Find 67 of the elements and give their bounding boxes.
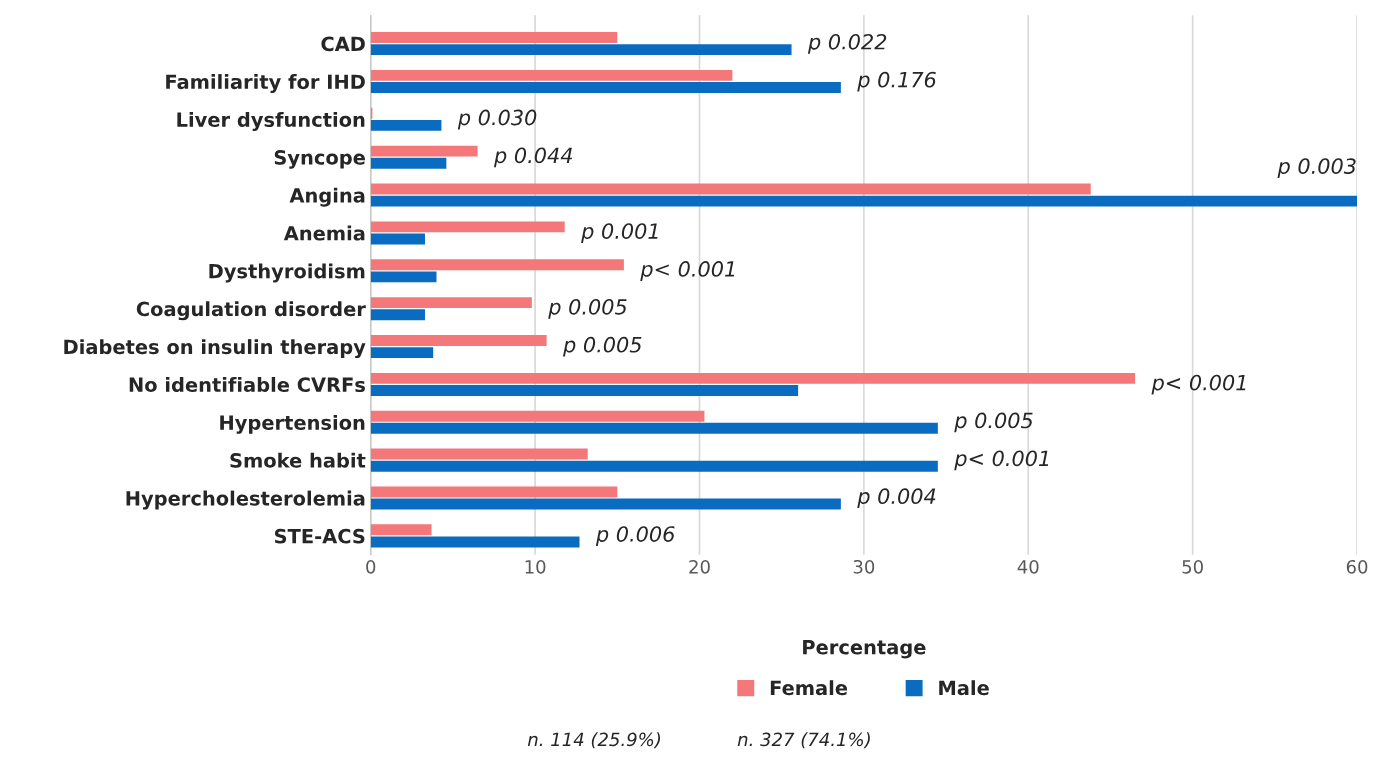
y-tick-label: Smoke habit <box>230 452 366 468</box>
y-tick-label: Diabetes on insulin therapy <box>64 339 366 359</box>
annotation: p 0.044 <box>493 147 573 168</box>
y-tick-label: STE-ACS <box>274 528 365 544</box>
y-tick-label: No identifiable CVRFs <box>129 377 365 393</box>
x-tick-label: 20 <box>689 559 710 574</box>
bar <box>370 157 447 169</box>
annotation: p 0.005 <box>548 298 627 319</box>
text: n. 114 (25.9%) <box>527 732 661 749</box>
y-tick-label: Coagulation disorder <box>136 301 366 321</box>
annotation: p 0.005 <box>563 336 642 357</box>
bar <box>370 486 618 498</box>
y-tick-label: Hypercholesterolemia <box>126 490 365 510</box>
bar <box>370 82 841 93</box>
annotation: p 0.005 <box>954 412 1033 433</box>
x-tick-label: 50 <box>1182 559 1203 574</box>
y-tick-label: Syncope <box>274 150 365 169</box>
y-tick-label: Anemia <box>283 225 365 241</box>
bar <box>370 498 841 510</box>
bar <box>370 32 618 43</box>
y-tick-label: Hypertension <box>220 414 365 434</box>
annotation: p 0.001 <box>581 223 658 244</box>
legend-label: Female <box>770 680 848 696</box>
bar <box>370 372 1136 384</box>
bar <box>370 221 565 233</box>
x-tick-label: 10 <box>525 559 546 574</box>
bar <box>370 195 1358 207</box>
annotation: p 0.176 <box>857 71 936 92</box>
annotation: p 0.003 <box>1277 158 1356 179</box>
y-tick-label: Angina <box>289 187 365 207</box>
legend-label: Male <box>939 680 989 696</box>
x-tick-label: 0 <box>366 559 376 574</box>
bar <box>370 259 624 271</box>
annotation: p 0.022 <box>807 33 887 54</box>
bar <box>370 309 425 321</box>
bar <box>370 460 938 472</box>
y-tick-label: Liver dysfunction <box>177 111 365 131</box>
bar <box>370 233 425 245</box>
bar <box>370 410 705 422</box>
annotation: p< 0.001 <box>640 261 735 281</box>
bar <box>370 422 938 434</box>
bar <box>370 44 792 56</box>
bar <box>370 385 799 396</box>
x-tick-label: 40 <box>1017 559 1039 574</box>
bar <box>370 69 733 81</box>
bar <box>370 335 547 346</box>
bar <box>370 347 434 359</box>
annotation: p< 0.001 <box>954 450 1049 471</box>
bar <box>370 183 1091 195</box>
annotation: p 0.004 <box>857 488 936 509</box>
y-tick-label: Familiarity for IHD <box>166 74 365 94</box>
bar <box>370 145 478 157</box>
bar <box>370 524 432 536</box>
x-tick-label: 30 <box>853 559 875 574</box>
x-tick-label: 60 <box>1346 559 1368 574</box>
bar <box>370 536 580 548</box>
bar <box>370 297 532 309</box>
annotation: p 0.030 <box>457 109 537 130</box>
x-axis-title: Percentage <box>803 640 926 659</box>
bar <box>370 448 588 460</box>
bar <box>370 271 437 283</box>
bar <box>370 119 442 131</box>
y-tick-label: Dysthyroidism <box>209 263 365 283</box>
text: n. 327 (74.1%) <box>737 732 870 749</box>
y-tick-label: CAD <box>321 36 365 52</box>
annotation: p< 0.001 <box>1151 374 1246 395</box>
annotation: p 0.006 <box>595 526 675 546</box>
